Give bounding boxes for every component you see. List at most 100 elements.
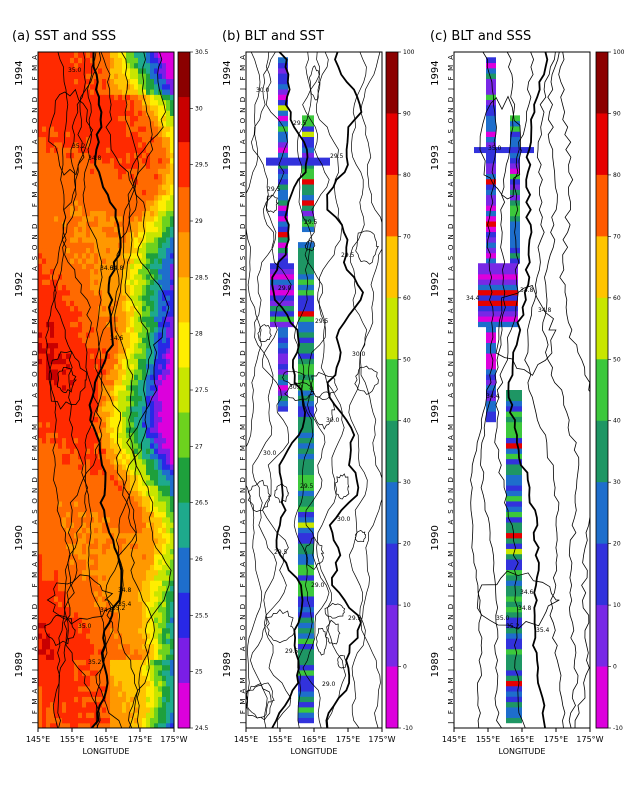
sst-cell (66, 162, 71, 169)
sst-cell (138, 358, 143, 365)
sst-cell (70, 379, 75, 386)
sst-cell (42, 654, 47, 660)
blt-cell (506, 632, 522, 639)
sst-cell (138, 627, 143, 634)
sst-cell (70, 94, 75, 101)
sst-cell (66, 147, 71, 153)
blt-cell (510, 189, 520, 196)
sst-cell (74, 706, 79, 713)
sst-cell (146, 83, 151, 90)
sst-cell (130, 221, 135, 227)
sst-cell (66, 221, 71, 227)
sst-cell (134, 368, 139, 375)
blt-cell (486, 104, 496, 111)
sst-cell (126, 706, 131, 713)
sst-cell (134, 680, 139, 687)
sst-cell (154, 474, 159, 481)
sst-cell (130, 516, 135, 523)
sst-cell (94, 115, 99, 122)
sst-cell (118, 363, 123, 370)
sst-cell (46, 147, 51, 153)
sst-cell (130, 553, 135, 560)
sst-cell (70, 522, 75, 528)
sst-cell (102, 590, 107, 597)
sst-cell (106, 147, 111, 153)
sst-cell (150, 559, 155, 565)
sst-cell (118, 189, 123, 196)
sst-cell (70, 632, 75, 639)
sst-cell (126, 543, 131, 550)
sst-cell (54, 411, 59, 418)
sst-cell (38, 395, 43, 402)
sst-cell (118, 294, 123, 301)
sst-cell (86, 627, 91, 634)
sst-cell (142, 78, 147, 85)
blt-cell (270, 316, 294, 322)
sst-cell (166, 463, 171, 470)
sst-cell (58, 590, 63, 597)
sst-cell (162, 157, 167, 164)
sst-cell (106, 326, 111, 333)
sst-cell (130, 62, 135, 69)
sst-cell (162, 490, 167, 497)
year-label: 1992 (14, 272, 25, 297)
month-label: A (239, 393, 247, 398)
sst-cell (70, 284, 75, 291)
blt-cell (278, 115, 288, 122)
blt-cell (278, 136, 288, 143)
sst-cell (50, 485, 55, 491)
sst-cell (146, 141, 151, 148)
sst-cell (166, 141, 171, 148)
sst-cell (94, 210, 99, 217)
sst-cell (142, 453, 147, 460)
sst-cell (146, 632, 151, 639)
sst-cell (138, 147, 143, 153)
sst-cell (130, 722, 135, 728)
sst-cell (54, 516, 59, 523)
sst-cell (58, 331, 63, 338)
sst-cell (70, 416, 75, 423)
sst-cell (110, 199, 115, 206)
sst-cell (110, 88, 115, 95)
sst-cell (154, 242, 159, 249)
sst-cell (86, 405, 91, 412)
sst-cell (82, 205, 87, 212)
sst-cell (110, 279, 115, 285)
sst-cell (98, 279, 103, 285)
sst-cell (38, 559, 43, 565)
sst-cell (54, 701, 59, 708)
sst-cell (74, 136, 79, 143)
sst-cell (46, 416, 51, 423)
sst-cell (154, 88, 159, 95)
sst-cell (98, 184, 103, 190)
sst-cell (62, 67, 67, 74)
sst-cell (170, 231, 174, 238)
sst-cell (142, 405, 147, 412)
sst-cell (70, 680, 75, 687)
sst-cell (150, 648, 155, 655)
sst-cell (114, 622, 119, 629)
sst-cell (58, 722, 63, 728)
sst-cell (98, 326, 103, 333)
sst-cell (86, 606, 91, 613)
sst-cell (86, 337, 91, 344)
sst-cell (82, 221, 87, 227)
sst-cell (158, 73, 163, 80)
sst-cell (142, 131, 147, 138)
sst-cell (138, 659, 143, 666)
blt-cell (278, 363, 288, 370)
sst-cell (74, 617, 79, 623)
sst-cell (114, 363, 119, 370)
sst-cell (122, 199, 127, 206)
panel-b-title: (b) BLT and SST (222, 29, 324, 44)
sst-cell (70, 606, 75, 613)
sst-cell (58, 374, 63, 381)
sst-cell (86, 511, 91, 518)
sst-cell (86, 643, 91, 650)
sst-cell (122, 595, 127, 602)
sst-cell (58, 706, 63, 713)
sst-cell (90, 236, 95, 243)
sst-cell (134, 448, 139, 454)
sst-cell (42, 310, 47, 317)
sst-cell (138, 331, 143, 338)
